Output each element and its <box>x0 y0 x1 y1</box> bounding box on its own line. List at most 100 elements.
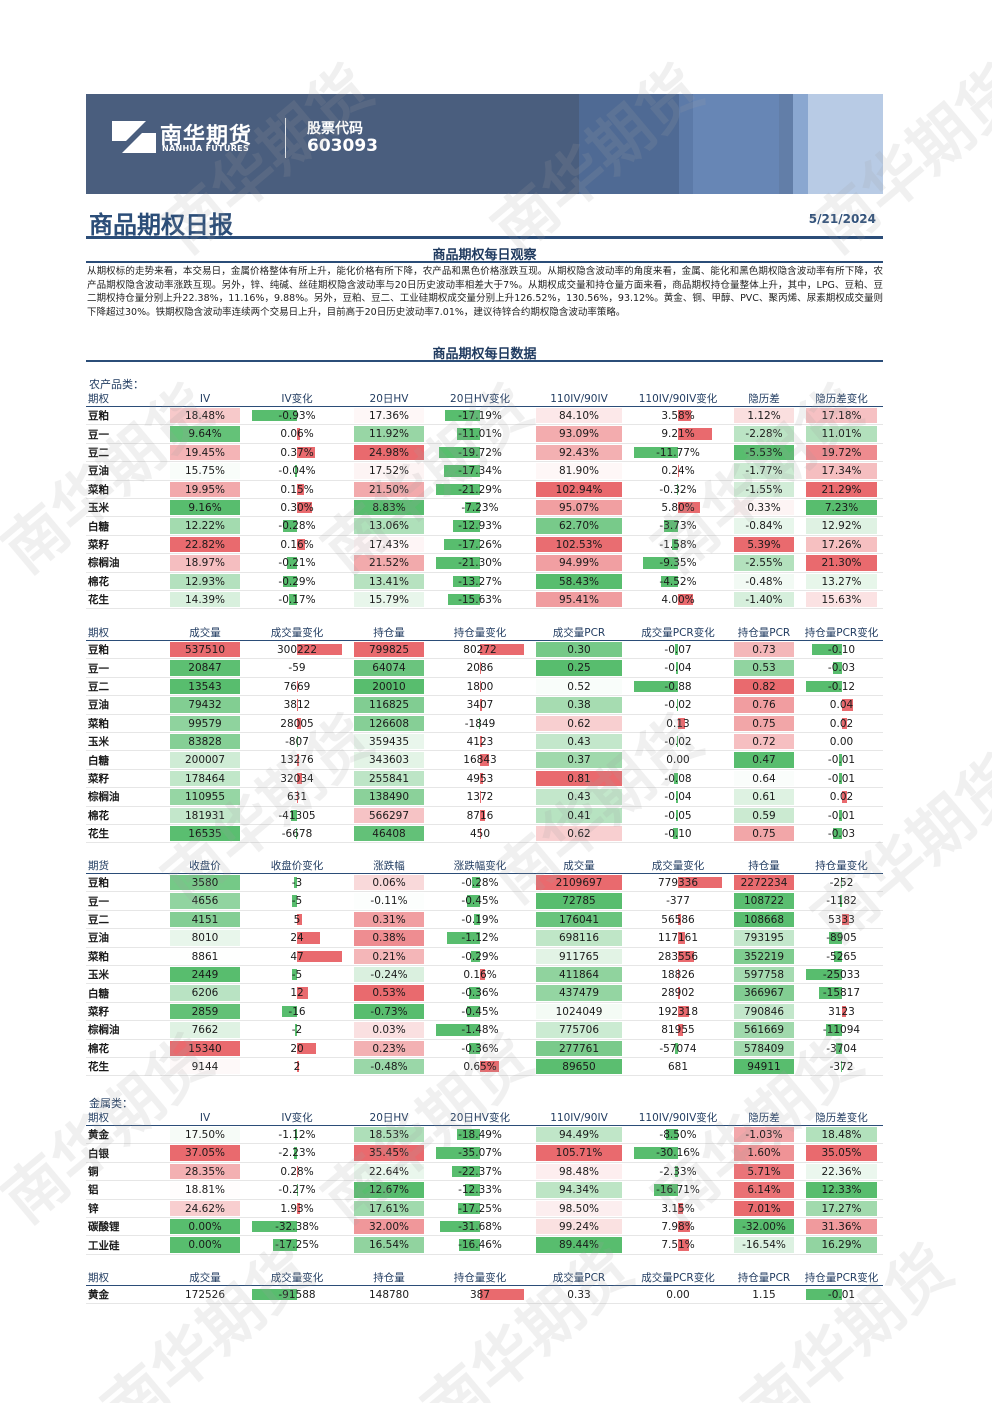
data-cell: -41305 <box>246 806 348 825</box>
cell-value: 1.12% <box>747 410 781 422</box>
column-header: 期权 <box>86 1110 164 1126</box>
data-bar <box>674 1165 678 1178</box>
cell-value: 15340 <box>188 1042 222 1055</box>
data-cell: 0.02 <box>800 787 883 807</box>
data-cell: -0.07 <box>628 640 728 660</box>
category-label-metal: 金属类： <box>89 1097 133 1110</box>
data-cell: 94.99% <box>530 553 628 573</box>
cell-value: 578409 <box>743 1042 785 1055</box>
data-cell: 18826 <box>628 965 728 985</box>
table-row: 棉花 181931 -41305 566297 8716 0.41 -0.05 0.59 -0.… <box>86 806 883 825</box>
data-bar <box>297 446 315 459</box>
data-cell: -12.33% <box>430 1180 530 1200</box>
data-cell: 561669 <box>728 1020 800 1040</box>
data-cell: 12.33% <box>800 1180 883 1200</box>
table-row: 白糖 6206 12 0.53% -0.36% 437479 28902 366967 -158… <box>86 983 883 1003</box>
cell-value: -2.33% <box>659 1165 697 1178</box>
data-cell: 0.04 <box>800 695 883 715</box>
cell-value: 32.00% <box>368 1220 410 1233</box>
data-cell: 5.71% <box>728 1162 800 1182</box>
data-bar <box>678 877 722 889</box>
data-cell: 95.41% <box>530 590 628 610</box>
cell-value: 93.09% <box>558 428 600 441</box>
row-name: 豆粕 <box>86 406 164 426</box>
data-cell: -2 <box>246 1020 348 1040</box>
cell-value: 0.24% <box>661 465 695 478</box>
data-cell: 138490 <box>348 787 430 807</box>
data-cell: 437479 <box>530 983 628 1003</box>
data-cell: -0.19% <box>430 910 530 930</box>
data-cell: 110955 <box>164 787 246 807</box>
data-bar <box>456 1129 480 1141</box>
cell-value: -11.01% <box>458 428 502 441</box>
cell-value: 92.43% <box>558 446 600 459</box>
data-bar <box>297 1202 300 1214</box>
data-cell: 31.36% <box>800 1217 883 1237</box>
data-cell: 0.00% <box>164 1217 246 1237</box>
cell-value: 17.61% <box>368 1202 410 1215</box>
cell-value: 277761 <box>558 1042 600 1055</box>
cell-value: 98.48% <box>558 1165 600 1178</box>
table-row: 玉米 83828 -807 359435 4123 0.43 -0.02 0.72 0.00 <box>86 732 883 752</box>
cell-value: 94.34% <box>558 1184 600 1197</box>
column-header: 110IV/90IV变化 <box>628 1110 728 1126</box>
data-bar <box>674 644 678 656</box>
data-cell: 12.22% <box>164 516 246 536</box>
data-cell: -0.27% <box>246 1180 348 1200</box>
column-header: 隐历差 <box>728 391 800 407</box>
data-cell: -17.34% <box>430 461 530 481</box>
column-header: 持仓量 <box>348 625 430 641</box>
data-cell: 35.45% <box>348 1143 430 1163</box>
cell-value: -41305 <box>278 809 316 822</box>
data-cell: 200007 <box>164 750 246 770</box>
data-cell: 343603 <box>348 750 430 770</box>
cell-value: 4656 <box>191 895 219 908</box>
data-bar <box>464 1184 480 1196</box>
cell-value: 13276 <box>280 754 314 767</box>
cell-value: 0.00 <box>666 1289 690 1301</box>
data-cell: 352219 <box>728 947 800 966</box>
cell-value: 0.62 <box>567 827 591 840</box>
cell-value: 28902 <box>661 987 695 1000</box>
cell-value: 105.71% <box>555 1147 603 1160</box>
row-name: 菜籽 <box>86 769 164 789</box>
row-name: 白糖 <box>86 750 164 770</box>
cell-value: 17.26% <box>821 538 862 551</box>
data-bar <box>282 575 297 587</box>
cell-value: 5333 <box>828 913 855 926</box>
cell-value: 20010 <box>372 680 406 693</box>
data-cell: 3407 <box>430 695 530 715</box>
cell-value: -3704 <box>826 1042 857 1055</box>
data-cell: -3704 <box>800 1039 883 1058</box>
cell-value: 0.75 <box>752 717 776 730</box>
cell-value: -18.49% <box>458 1129 502 1141</box>
data-bar <box>297 987 309 999</box>
data-cell: 0.53 <box>728 658 800 678</box>
data-cell: -0.29% <box>246 572 348 591</box>
data-cell: 0.16% <box>246 535 348 555</box>
cell-value: -17.19% <box>458 410 502 422</box>
cell-value: 126608 <box>368 717 410 730</box>
data-cell: -32.00% <box>728 1217 800 1237</box>
cell-value: -1.48% <box>461 1024 499 1037</box>
data-bar <box>286 557 297 569</box>
cell-value: -16 <box>288 1005 306 1018</box>
cell-value: 0.00% <box>188 1220 222 1233</box>
data-cell: 58.43% <box>530 572 628 591</box>
data-cell: 0.43 <box>530 787 628 807</box>
data-bar <box>480 1289 524 1301</box>
data-bar <box>841 717 848 729</box>
cell-value: 17.50% <box>184 1129 226 1141</box>
data-cell: 5.39% <box>728 535 800 555</box>
cell-value: 192318 <box>657 1005 699 1018</box>
cell-value: 1.93% <box>280 1202 314 1215</box>
column-header: 成交量 <box>164 1270 246 1286</box>
cell-value: -0.08 <box>664 772 692 785</box>
data-cell: 3.15% <box>628 1199 728 1218</box>
data-cell: 4953 <box>430 769 530 789</box>
data-bar <box>678 1202 683 1214</box>
data-cell: 0.41 <box>530 806 628 825</box>
cell-value: 176041 <box>558 913 600 926</box>
column-header: 收盘价变化 <box>246 858 348 874</box>
data-bar <box>292 895 297 907</box>
